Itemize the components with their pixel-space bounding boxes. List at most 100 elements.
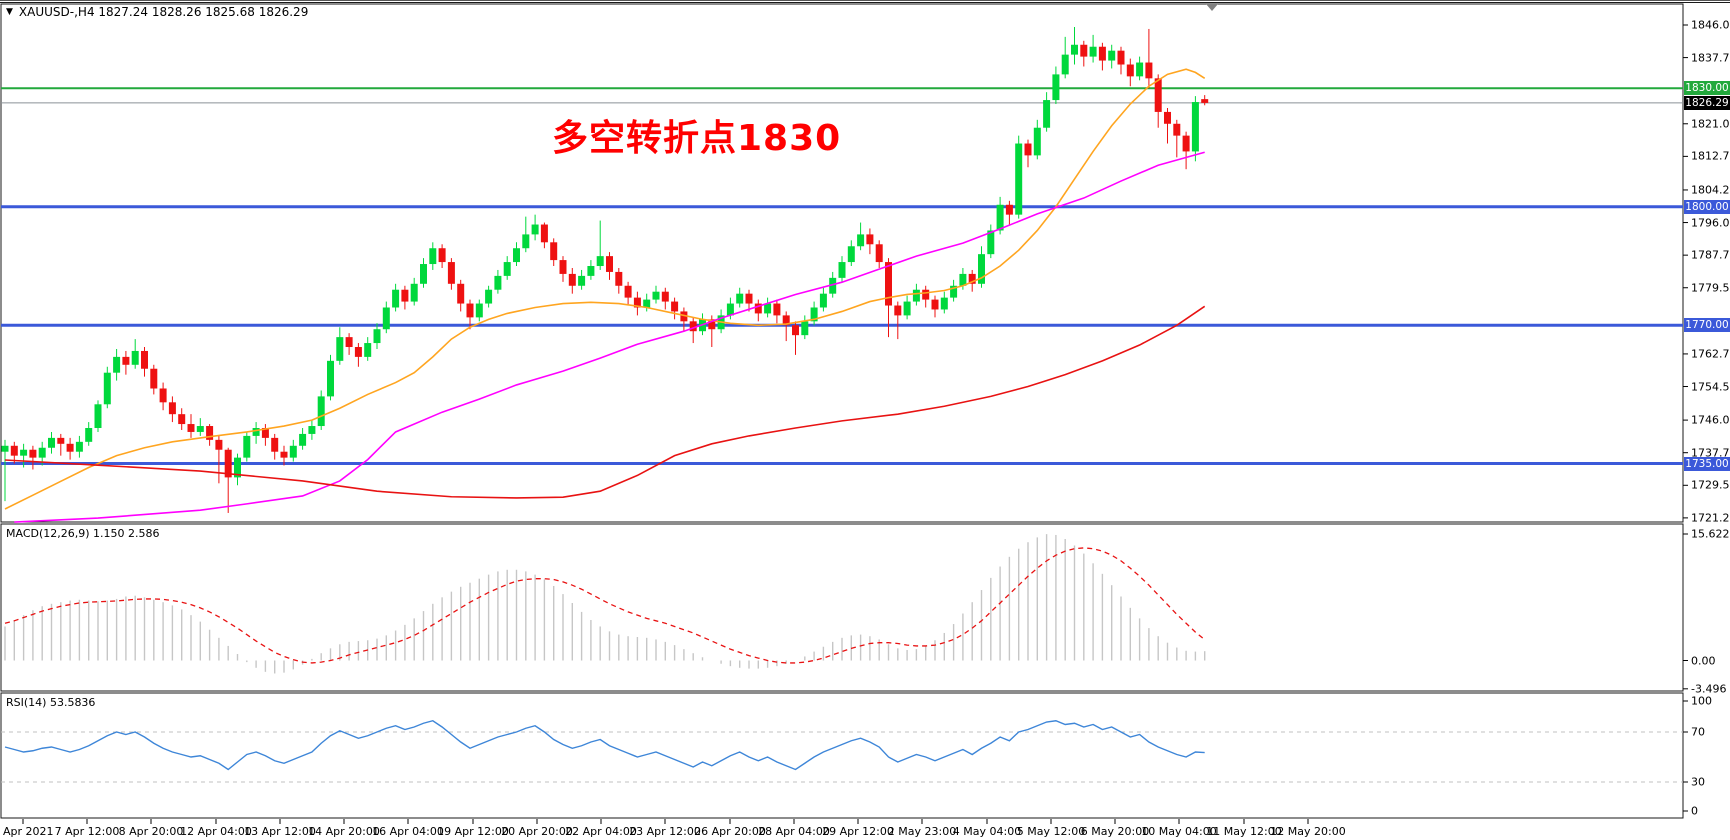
time-tick-label: 8 Apr 20:00	[118, 825, 184, 838]
candle-body	[475, 303, 483, 318]
candle-body	[782, 315, 790, 326]
price-tick-label: 1762.75	[1691, 347, 1730, 361]
candle-body	[401, 289, 409, 302]
candle-body	[299, 433, 307, 446]
candle-body	[215, 439, 223, 450]
candle-body	[10, 445, 18, 456]
time-tick-label: 22 Apr 04:00	[565, 825, 637, 838]
candle-body	[959, 273, 967, 286]
price-tick-label: 1754.50	[1691, 380, 1730, 394]
candle-body	[308, 426, 316, 434]
chart-title: XAUUSD-,H4 1827.24 1828.26 1825.68 1826.…	[18, 5, 309, 19]
macd-panel[interactable]	[0, 523, 1684, 692]
time-tick-label: 12 May 20:00	[1270, 825, 1346, 838]
time-tick-label: 20 Apr 20:00	[501, 825, 573, 838]
time-tick-label: 10 May 04:00	[1141, 825, 1217, 838]
main-panel[interactable]	[0, 3, 1684, 523]
candle-body	[940, 297, 948, 310]
rsi-tick-label: 0	[1691, 804, 1698, 818]
candle-body	[141, 350, 148, 369]
candle-body	[354, 347, 362, 357]
candle-body	[652, 291, 660, 300]
candle-body	[531, 224, 539, 235]
candle-body	[1164, 111, 1171, 124]
time-tick-label: 13 Apr 12:00	[244, 825, 316, 838]
candle-body	[373, 329, 381, 344]
price-tick-label: 1804.25	[1691, 183, 1730, 197]
candle-body	[438, 248, 446, 263]
time-tick-label: 2 May 23:00	[887, 825, 957, 838]
candle-body	[1182, 135, 1190, 152]
ma-fast-orange	[4, 68, 1206, 510]
candle-body	[885, 262, 892, 306]
candle-body	[261, 428, 269, 438]
candle-body	[66, 443, 74, 452]
time-tick-label: 16 Apr 04:00	[372, 825, 444, 838]
rsi-tick-label: 70	[1691, 725, 1705, 739]
candle-body	[364, 343, 372, 357]
candle-body	[1005, 204, 1013, 215]
candle-body	[671, 301, 679, 312]
candle-body	[410, 283, 418, 302]
macd-signal-line	[4, 547, 1206, 664]
candle-body	[596, 256, 604, 267]
candle-body	[578, 275, 586, 286]
candle-body	[29, 449, 37, 458]
candle-body	[485, 289, 493, 304]
candle-body	[838, 262, 846, 278]
candle-body	[289, 445, 297, 458]
candle-body	[150, 368, 158, 389]
rsi-tick-label: 30	[1691, 775, 1705, 789]
candle-body	[252, 428, 260, 436]
candle-body	[1108, 50, 1116, 61]
candle-body	[122, 356, 130, 365]
candle-body	[327, 360, 334, 397]
time-tick-label: 6 Apr 2021	[0, 825, 54, 838]
candle-body	[1080, 44, 1088, 57]
time-tick-label: 23 Apr 12:00	[629, 825, 701, 838]
candle-body	[792, 325, 799, 336]
candle-body	[568, 273, 576, 286]
candle-body	[847, 246, 855, 263]
candle-body	[912, 289, 920, 302]
candle-body	[113, 356, 121, 373]
price-badge-1826.29: 1826.29	[1684, 95, 1730, 110]
candle-body	[131, 350, 139, 365]
candle-body	[38, 447, 46, 458]
candle-body	[931, 299, 939, 310]
price-tick-label: 1737.75	[1691, 446, 1730, 460]
rsi-tick-label: 100	[1691, 694, 1712, 708]
candle-body	[1061, 54, 1069, 75]
candle-body	[503, 262, 511, 276]
candle-body	[420, 264, 427, 284]
ma-mid-magenta	[14, 151, 1205, 523]
candle-body	[615, 271, 623, 286]
time-tick-label: 19 Apr 12:00	[437, 825, 509, 838]
rsi-panel[interactable]	[0, 692, 1684, 819]
candle-body	[680, 311, 688, 322]
candle-body	[689, 321, 697, 332]
candle-body	[392, 289, 400, 308]
candle-body	[75, 441, 83, 452]
chart-title-bar: ▼ XAUUSD-,H4 1827.24 1828.26 1825.68 182…	[6, 5, 308, 19]
candle-body	[922, 289, 930, 300]
candle-body	[345, 337, 353, 348]
candle-body	[894, 305, 902, 316]
candle-body	[550, 242, 558, 261]
candle-body	[633, 297, 641, 308]
candle-body	[159, 388, 167, 403]
price-tick-label: 1787.75	[1691, 248, 1730, 262]
candle-body	[85, 428, 93, 442]
candle-body	[829, 277, 837, 294]
candle-body	[875, 244, 883, 263]
macd-tick-label: 15.622	[1691, 527, 1730, 541]
candle-body	[745, 293, 753, 304]
time-tick-label: 26 Apr 20:00	[694, 825, 766, 838]
candle-body	[1098, 46, 1106, 61]
macd-indicator-label: MACD(12,26,9) 1.150 2.586	[6, 527, 160, 540]
candle-body	[1043, 100, 1051, 128]
candle-body	[764, 303, 772, 314]
symbol-dropdown-icon[interactable]: ▼	[6, 7, 13, 17]
